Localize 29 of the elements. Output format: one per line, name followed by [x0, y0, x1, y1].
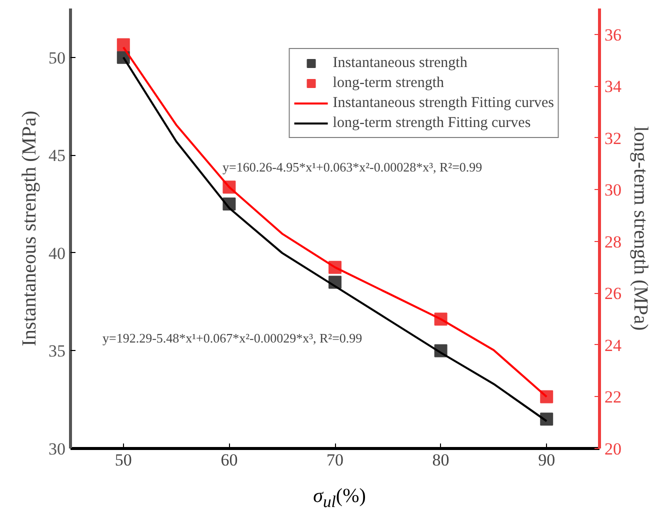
x-tick-label: 70: [326, 450, 344, 470]
y-axis-title: Instantaneous strength (MPa): [18, 110, 40, 346]
x-tick-label: 60: [220, 450, 238, 470]
y2-tick-label: 24: [604, 336, 622, 355]
y-tick-label: 40: [48, 244, 66, 263]
legend-label: Instantaneous strength Fitting curves: [332, 94, 554, 112]
legend-label: long-term strength Fitting curves: [332, 114, 531, 132]
y2-axis-title: long-term strength (MPa): [630, 126, 652, 331]
y-tick-label: 50: [48, 48, 66, 68]
point: [116, 38, 130, 52]
x-tick-label: 50: [114, 450, 132, 470]
legend-label: long-term strength: [332, 74, 444, 92]
annotation: y=160.26-4.95*x¹+0.063*x²-0.00028*x³, R²=0.99: [222, 160, 482, 174]
y2-tick-label: 30: [604, 180, 622, 200]
y2-tick-label: 34: [604, 77, 622, 96]
x-axis-title: σ$_{ul}$(%): [313, 485, 366, 511]
y2-tick-label: 22: [604, 388, 622, 407]
x-tick-label: 90: [538, 450, 556, 470]
y-tick-label: 30: [48, 440, 66, 458]
y2-tick-label: 20: [604, 440, 622, 458]
y2-tick-label: 36: [604, 25, 622, 44]
y-tick-label: 35: [48, 342, 66, 361]
annotation: y=192.29-5.48*x¹+0.067*x²-0.00029*x³, R²=0.99: [102, 330, 362, 346]
y2-tick-label: 32: [604, 128, 622, 148]
legend-label: Instantaneous strength: [332, 54, 468, 72]
y2-tick-label: 26: [604, 284, 622, 304]
y2-tick-label: 28: [604, 232, 622, 252]
y-tick-label: 45: [48, 146, 66, 166]
x-tick-label: 80: [432, 450, 450, 470]
